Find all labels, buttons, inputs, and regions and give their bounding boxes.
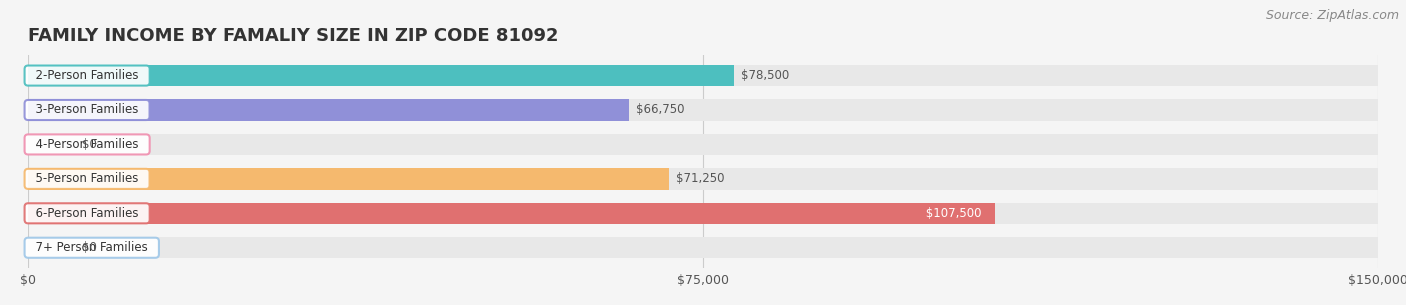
Text: 7+ Person Families: 7+ Person Families [28, 241, 156, 254]
Text: 4-Person Families: 4-Person Families [28, 138, 146, 151]
Text: $78,500: $78,500 [741, 69, 790, 82]
Text: $71,250: $71,250 [676, 172, 724, 185]
Bar [28, 237, 1378, 258]
Text: $66,750: $66,750 [636, 103, 683, 117]
Bar [28, 99, 1378, 121]
Text: 5-Person Families: 5-Person Families [28, 172, 146, 185]
Bar [28, 168, 669, 189]
Bar [28, 99, 628, 121]
Text: 2-Person Families: 2-Person Families [28, 69, 146, 82]
Bar [28, 203, 1378, 224]
Text: $0: $0 [82, 138, 97, 151]
Text: 3-Person Families: 3-Person Families [28, 103, 146, 117]
Bar [28, 65, 1378, 86]
Text: 6-Person Families: 6-Person Families [28, 207, 146, 220]
Bar [28, 168, 1378, 189]
Text: Source: ZipAtlas.com: Source: ZipAtlas.com [1265, 9, 1399, 22]
Text: $107,500: $107,500 [922, 207, 981, 220]
Bar [28, 65, 734, 86]
Bar [28, 203, 995, 224]
Text: FAMILY INCOME BY FAMALIY SIZE IN ZIP CODE 81092: FAMILY INCOME BY FAMALIY SIZE IN ZIP COD… [28, 27, 558, 45]
Text: $0: $0 [82, 241, 97, 254]
Bar [28, 134, 1378, 155]
